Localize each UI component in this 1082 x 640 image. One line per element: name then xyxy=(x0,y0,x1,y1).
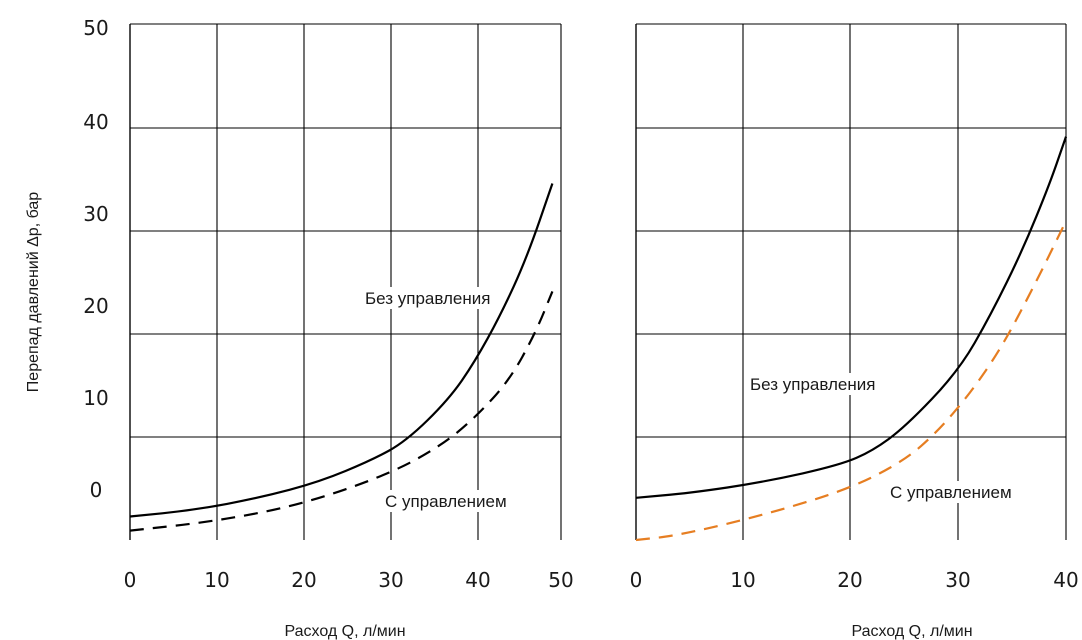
series-annotation: Без управления xyxy=(750,375,875,394)
y-tick-label: 40 xyxy=(83,110,108,134)
y-tick-label: 30 xyxy=(83,202,108,226)
x-tick-label: 50 xyxy=(548,568,573,592)
annotation-backdrop xyxy=(383,490,509,512)
controlled-flow-curve xyxy=(129,290,554,532)
series-annotation: С управлением xyxy=(890,483,1012,502)
annotation-backdrop xyxy=(363,287,493,309)
x-tick-label: 10 xyxy=(204,568,229,592)
series-annotation: Без управления xyxy=(365,289,490,308)
annotation-backdrop xyxy=(888,481,1014,503)
annotation-backdrop xyxy=(748,373,878,395)
x-tick-label: 10 xyxy=(730,568,755,592)
y-tick-label: 20 xyxy=(83,294,108,318)
y-tick-label: 0 xyxy=(90,478,103,502)
y-tick-label: 50 xyxy=(83,16,108,40)
x-tick-label: 0 xyxy=(630,568,643,592)
y-tick-label: 10 xyxy=(83,386,108,410)
x-axis-label: Расход Q, л/мин xyxy=(851,623,972,640)
x-tick-label: 30 xyxy=(945,568,970,592)
x-tick-label: 40 xyxy=(1053,568,1078,592)
uncontrolled-flow-curve xyxy=(635,136,1068,499)
left-chart-panel: 0 10 20 30 40 50 50 40 30 20 10 0 Расход Q, л/мин Без… xyxy=(83,16,573,640)
controlled-flow-curve xyxy=(635,220,1067,542)
x-tick-label: 40 xyxy=(465,568,490,592)
uncontrolled-flow-curve xyxy=(129,183,554,518)
x-tick-label: 30 xyxy=(378,568,403,592)
right-chart-panel: 0 10 20 30 40 Расход Q, л/мин Без управления С … xyxy=(630,23,1079,640)
x-tick-label: 20 xyxy=(837,568,862,592)
x-tick-label: 0 xyxy=(124,568,137,592)
x-axis-label: Расход Q, л/мин xyxy=(284,623,405,640)
y-axis-label: Перепад давлений Δр, бар xyxy=(25,192,42,392)
x-tick-label: 20 xyxy=(291,568,316,592)
series-annotation: С управлением xyxy=(385,492,507,511)
